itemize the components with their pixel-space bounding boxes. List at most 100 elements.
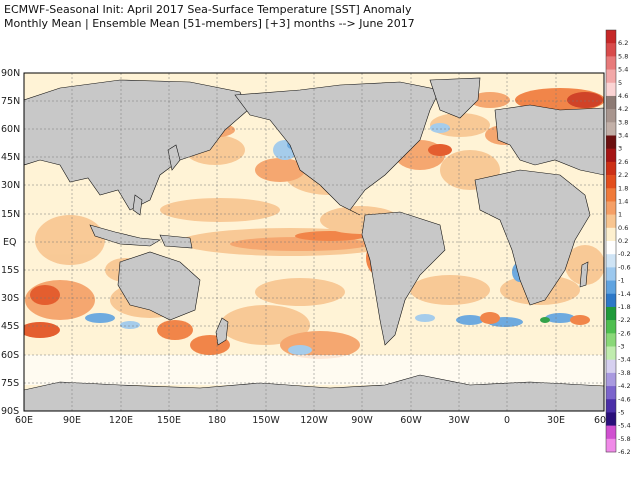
greenland-land: [429, 77, 481, 119]
colorbar-swatch: [606, 241, 616, 255]
colorbar-swatch: [606, 267, 616, 281]
colorbar-swatch: [606, 386, 616, 400]
lon-label: 150E: [157, 415, 181, 426]
colorbar-swatch: [606, 280, 616, 295]
colorbar-label: -1.8: [618, 303, 631, 311]
colorbar-label: 2.6: [618, 158, 628, 166]
colorbar-label: -4.2: [618, 382, 631, 390]
colorbar-swatch: [606, 201, 616, 215]
lon-label: 120E: [109, 415, 133, 426]
colorbar-label: -5: [618, 408, 624, 416]
colorbar-label: -1.4: [618, 290, 631, 298]
colorbar-swatch: [606, 82, 616, 97]
philippines-land: [132, 194, 143, 216]
colorbar-swatch: [606, 399, 616, 413]
colorbar-swatch: [606, 425, 616, 440]
colorbar-label: -5.4: [618, 422, 631, 430]
lat-label: EQ: [3, 237, 16, 248]
japan-land: [167, 144, 181, 171]
colorbar-label: 4.6: [618, 92, 628, 100]
colorbar-swatch: [606, 227, 616, 242]
lat-label: 90N: [1, 68, 20, 79]
colorbar-swatch: [606, 109, 616, 123]
madagascar-land: [579, 261, 589, 288]
colorbar-swatch: [606, 188, 616, 202]
colorbar-swatch: [606, 95, 616, 110]
map-title-line-1: ECMWF-Seasonal Init: April 2017 Sea-Surf…: [4, 3, 412, 16]
colorbar-label: 5: [618, 79, 622, 87]
colorbar-label: 6.2: [618, 39, 628, 47]
colorbar-swatch: [606, 346, 616, 360]
colorbar-swatch: [606, 161, 616, 176]
lat-label: 90S: [1, 406, 19, 417]
colorbar-swatch: [606, 43, 616, 57]
lat-label: 75S: [1, 378, 19, 389]
colorbar-swatch: [606, 306, 616, 321]
lon-label: 90E: [63, 415, 81, 426]
colorbar-label: 0.2: [618, 237, 628, 245]
lat-label: 45N: [1, 152, 20, 163]
colorbar-swatch: [606, 320, 616, 334]
map-frame: [23, 72, 605, 412]
lon-label: 60E: [15, 415, 33, 426]
lat-label: 60S: [1, 350, 19, 361]
colorbar-swatch: [606, 135, 616, 149]
colorbar-label: -2.6: [618, 329, 631, 337]
colorbar-label: 2.2: [618, 171, 628, 179]
colorbar-label: -3.4: [618, 356, 631, 364]
map-title-line-2: Monthly Mean | Ensemble Mean [51-members…: [4, 17, 415, 30]
colorbar-label: 0.6: [618, 224, 628, 232]
colorbar-swatch: [606, 438, 616, 453]
colorbar-swatch: [606, 30, 616, 44]
colorbar-swatch: [606, 359, 616, 374]
lat-label: 15N: [1, 209, 20, 220]
colorbar-swatch: [606, 175, 616, 189]
colorbar-label: -0.6: [618, 263, 631, 271]
longitude-labels: 60E 90E 120E 150E 180 150W 120W 90W 60W …: [15, 415, 612, 426]
colorbar-label: 3.8: [618, 118, 628, 126]
australia-land: [117, 251, 201, 321]
lon-label: 90W: [351, 415, 373, 426]
lon-label: 60W: [400, 415, 422, 426]
colorbar-swatch: [606, 293, 616, 308]
colorbar: 6.2 5.8 5.4 5 4.6 4.2 3.8 3.4 3 2.6 2.2 1.8 1.4 1 0.6 0…: [605, 29, 631, 456]
colorbar-label: 4.2: [618, 105, 628, 113]
lon-label: 30W: [448, 415, 470, 426]
colorbar-label: -2.2: [618, 316, 631, 324]
colorbar-label: -1: [618, 277, 624, 285]
colorbar-label: -4.6: [618, 395, 631, 403]
colorbar-label: 5.8: [618, 52, 628, 60]
lat-label: 15S: [1, 265, 19, 276]
colorbar-swatch: [606, 148, 616, 163]
lon-label: 30E: [547, 415, 565, 426]
lon-label: 120W: [300, 415, 328, 426]
colorbar-label: 5.4: [618, 66, 628, 74]
colorbar-swatch: [606, 412, 616, 426]
south-america-land: [361, 211, 446, 346]
lon-label: 180: [208, 415, 226, 426]
colorbar-label: 1: [618, 211, 622, 219]
colorbar-frame: [605, 29, 617, 453]
europe-land: [494, 104, 604, 176]
colorbar-swatch: [606, 372, 616, 387]
latitude-labels: 90N 75N 60N 45N 30N 15N EQ 15S 30S 45S 6…: [1, 68, 20, 417]
north-america-land: [234, 81, 441, 216]
lon-label: 0: [504, 415, 510, 426]
colorbar-swatch: [606, 333, 616, 347]
lat-label: 75N: [1, 96, 20, 107]
colorbar-label: 1.4: [618, 197, 628, 205]
colorbar-label: -6.2: [618, 448, 631, 456]
africa-land: [474, 169, 591, 306]
lon-label: 150W: [252, 415, 280, 426]
lat-label: 45S: [1, 321, 19, 332]
lat-label: 30S: [1, 293, 19, 304]
colorbar-label: 3.4: [618, 132, 628, 140]
colorbar-swatch: [606, 254, 616, 268]
lon-label: 60E: [594, 415, 612, 426]
colorbar-label: 3: [618, 145, 622, 153]
colorbar-swatch: [606, 122, 616, 136]
new-guinea-land: [159, 234, 193, 249]
graticule: [24, 73, 604, 411]
colorbar-label: -3: [618, 343, 624, 351]
